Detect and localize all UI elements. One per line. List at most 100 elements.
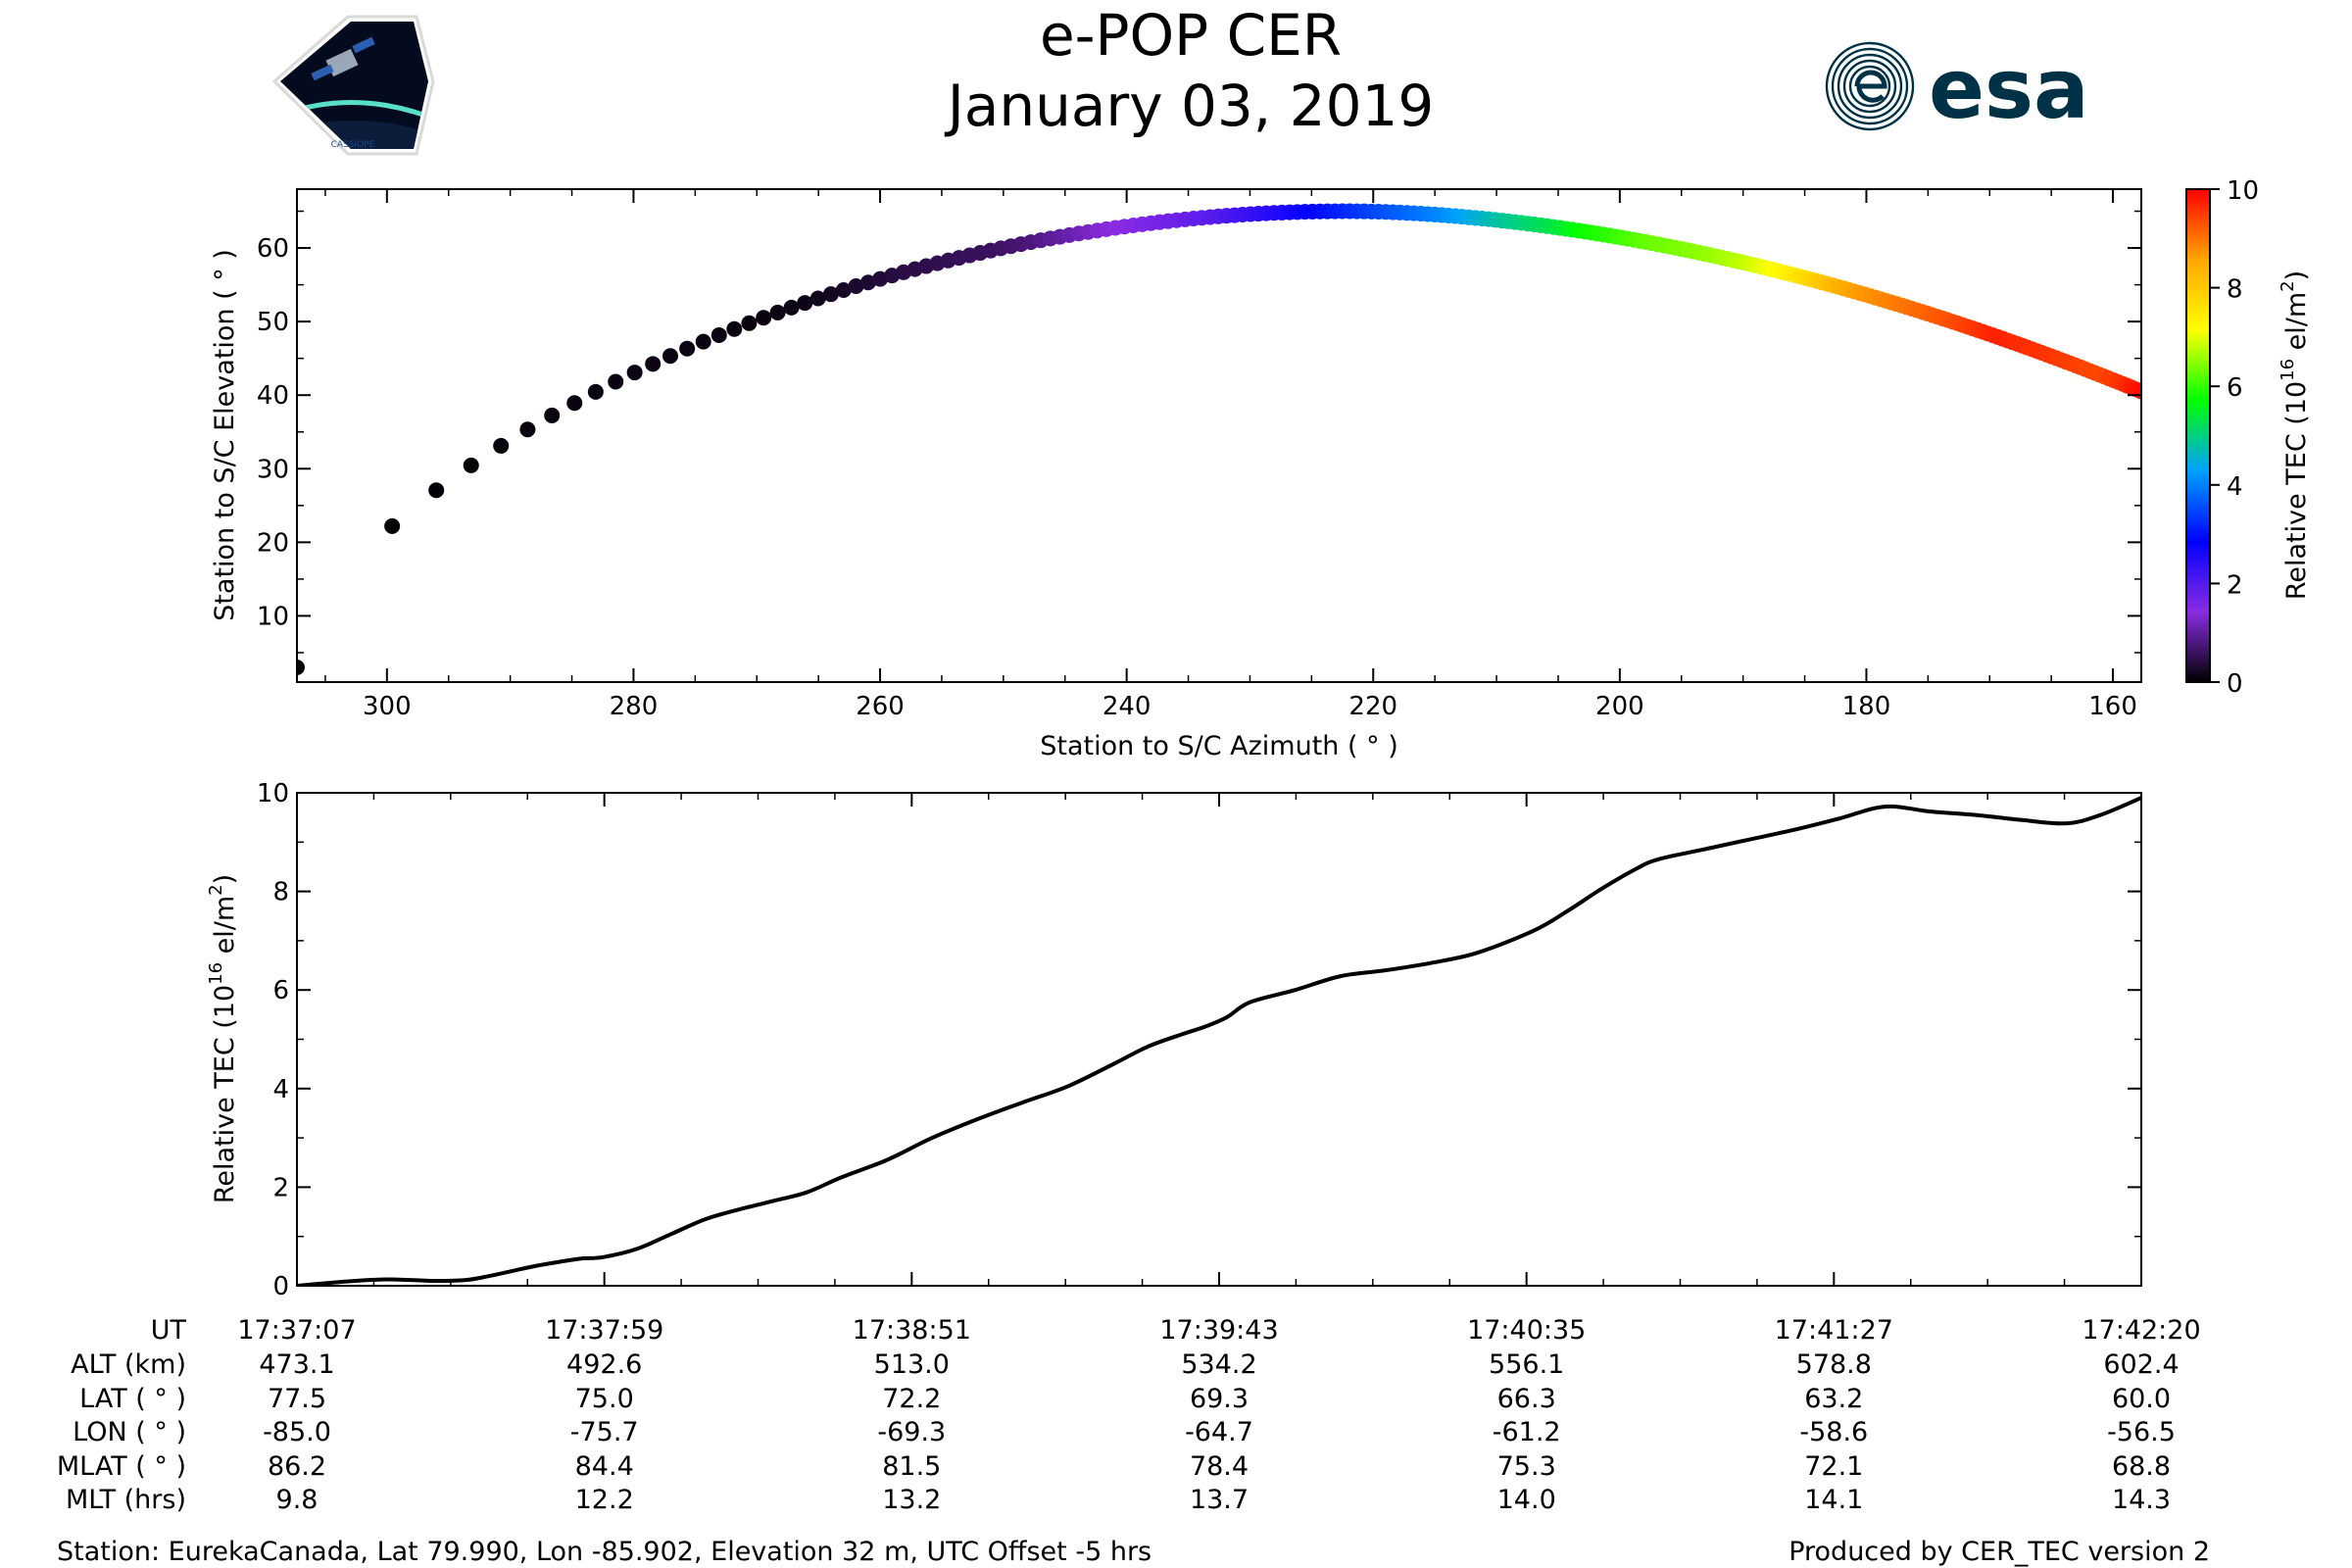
plot1-xtick-label: 200 xyxy=(1595,692,1644,721)
plot2-ytick-label: 4 xyxy=(272,1075,289,1104)
ephemeris-cell: -69.3 xyxy=(877,1417,946,1447)
ephemeris-cell: 9.8 xyxy=(276,1485,318,1515)
plot1-xtick-label: 260 xyxy=(856,692,905,721)
ephemeris-cell: 60.0 xyxy=(2112,1384,2171,1414)
ephemeris-cell: 72.2 xyxy=(882,1384,941,1414)
ut-tick-label: 17:39:43 xyxy=(1159,1315,1278,1346)
colorbar-gradient xyxy=(2185,188,2211,683)
ephemeris-cell: -85.0 xyxy=(263,1417,331,1447)
plot2-ylabel-base: Relative TEC (10 xyxy=(210,985,240,1203)
ephemeris-cell: -58.6 xyxy=(1799,1417,1868,1447)
elevation-point xyxy=(626,365,643,381)
elevation-point xyxy=(797,295,813,312)
ephemeris-cell: 12.2 xyxy=(575,1485,634,1515)
elevation-point xyxy=(493,437,510,454)
ephemeris-cell: 68.8 xyxy=(2112,1451,2171,1482)
row-label-mlat: MLAT ( ° ) xyxy=(57,1451,186,1482)
plot1-background xyxy=(297,189,2141,682)
esa-logo: esa xyxy=(1825,41,2089,137)
produced-by: Produced by CER_TEC version 2 xyxy=(1788,1537,2210,1567)
plot1-ytick-label: 60 xyxy=(257,234,289,264)
elevation-point xyxy=(859,274,876,291)
plot2-ylabel: Relative TEC (1016 el/m2) xyxy=(206,874,240,1203)
elevation-point xyxy=(679,340,696,357)
plot2-ylabel-unit: el/m xyxy=(210,896,240,962)
colorbar-label-exp: 16 xyxy=(2278,359,2298,381)
plot1-ytick-label: 20 xyxy=(257,528,289,558)
ephemeris-cell: -56.5 xyxy=(2107,1417,2176,1447)
plot1-xtick-label: 160 xyxy=(2088,692,2137,721)
colorbar-tick-label: 10 xyxy=(2227,176,2259,206)
elevation-point xyxy=(384,517,401,534)
ephemeris-cell: 84.4 xyxy=(575,1451,634,1482)
elevation-point xyxy=(710,326,727,343)
ephemeris-cell: 556.1 xyxy=(1489,1349,1564,1380)
plot2-ytick-label: 8 xyxy=(272,878,289,907)
mission-badge: CASSIOPE xyxy=(271,15,435,156)
esa-logo-text: esa xyxy=(1929,41,2089,137)
colorbar-label-base: Relative TEC (10 xyxy=(2281,381,2312,600)
elevation-point xyxy=(848,278,864,295)
colorbar-tick-label: 8 xyxy=(2227,275,2243,305)
plot1-xtick-label: 280 xyxy=(610,692,659,721)
figure-title: e-POP CER xyxy=(1040,2,1342,69)
colorbar-label-close: ) xyxy=(2281,270,2312,281)
elevation-point xyxy=(544,407,561,423)
elevation-point xyxy=(519,421,536,438)
elevation-point xyxy=(662,348,678,365)
colorbar-label-unit: el/m xyxy=(2281,292,2312,359)
ephemeris-cell: 578.8 xyxy=(1796,1349,1872,1380)
ut-tick-label: 17:38:51 xyxy=(853,1315,971,1346)
elevation-point xyxy=(428,482,445,499)
elevation-point xyxy=(872,270,889,287)
row-label-ut: UT xyxy=(151,1315,187,1346)
plot1-xtick-label: 220 xyxy=(1348,692,1397,721)
ephemeris-cell: 602.4 xyxy=(2103,1349,2179,1380)
figure-date: January 03, 2019 xyxy=(945,73,1435,139)
ut-tick-label: 17:37:59 xyxy=(545,1315,663,1346)
plot1-ytick-label: 30 xyxy=(257,455,289,484)
elevation-point xyxy=(645,356,662,372)
plot1-xtick-label: 300 xyxy=(363,692,412,721)
plot1-xlabel: Station to S/C Azimuth ( ° ) xyxy=(1040,731,1398,761)
ephemeris-cell: 72.1 xyxy=(1804,1451,1863,1482)
ephemeris-cell: 81.5 xyxy=(882,1451,941,1482)
plot1-ytick-label: 40 xyxy=(257,381,289,411)
tec-time-panel: 0 2 4 6 8 10 Relative TEC (1016 el/m2) xyxy=(206,779,2142,1301)
ephemeris-cell: 78.4 xyxy=(1190,1451,1249,1482)
plot1-ytick-label: 10 xyxy=(257,602,289,631)
elevation-point xyxy=(741,315,758,331)
ephemeris-cell: -64.7 xyxy=(1185,1417,1253,1447)
ephemeris-cell: 69.3 xyxy=(1190,1384,1249,1414)
ephemeris-cell: 492.6 xyxy=(566,1349,642,1380)
plot1-xtick-label: 240 xyxy=(1102,692,1152,721)
ephemeris-cell: 14.3 xyxy=(2112,1485,2171,1515)
elevation-point xyxy=(608,373,624,390)
plot1-ylabel: Station to S/C Elevation ( ° ) xyxy=(210,249,240,621)
ephemeris-cell: 66.3 xyxy=(1497,1384,1556,1414)
ephemeris-row-labels: UT ALT (km) LAT ( ° ) LON ( ° ) MLAT ( °… xyxy=(57,1315,187,1515)
elevation-point xyxy=(822,286,839,303)
colorbar-label: Relative TEC (1016 el/m2) xyxy=(2278,270,2312,600)
station-info: Station: EurekaCanada, Lat 79.990, Lon -… xyxy=(57,1537,1152,1567)
colorbar-tick-label: 2 xyxy=(2227,570,2243,600)
ephemeris-cell: -61.2 xyxy=(1493,1417,1561,1447)
elevation-point xyxy=(695,333,711,350)
plot2-ytick-label: 2 xyxy=(272,1173,289,1202)
plot1-frame xyxy=(296,188,2142,683)
ut-tick-label: 17:37:07 xyxy=(237,1315,356,1346)
plot2-ytick-label: 6 xyxy=(272,976,289,1005)
elevation-point xyxy=(566,395,583,412)
ut-tick-label: 17:41:27 xyxy=(1775,1315,1893,1346)
plot2-ylabel-close: ) xyxy=(210,874,240,885)
ephemeris-cell: 13.2 xyxy=(882,1485,941,1515)
colorbar-tick-label: 6 xyxy=(2227,373,2243,403)
plot2-ytick-label: 10 xyxy=(257,779,289,808)
ephemeris-cell: 75.0 xyxy=(575,1384,634,1414)
ephemeris-cell: 513.0 xyxy=(874,1349,950,1380)
plot2-ytick-label: 0 xyxy=(272,1272,289,1301)
ephemeris-cell: 14.0 xyxy=(1497,1485,1556,1515)
ephemeris-cell: 14.1 xyxy=(1804,1485,1863,1515)
